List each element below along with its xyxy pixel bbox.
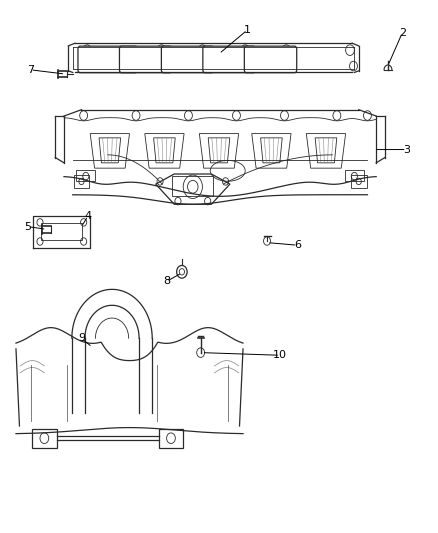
FancyBboxPatch shape: [78, 46, 138, 72]
FancyBboxPatch shape: [203, 46, 255, 72]
Bar: [345, 169, 364, 181]
Text: 3: 3: [403, 144, 410, 155]
Text: 7: 7: [27, 65, 34, 75]
Bar: [351, 175, 367, 188]
Bar: [74, 175, 89, 188]
Bar: [159, 429, 183, 448]
FancyBboxPatch shape: [161, 46, 214, 72]
Text: 5: 5: [24, 222, 31, 232]
Text: 1: 1: [244, 25, 251, 35]
Text: 6: 6: [294, 240, 301, 250]
Bar: [32, 429, 57, 448]
Bar: [41, 223, 82, 240]
Text: 10: 10: [273, 350, 287, 360]
Text: 4: 4: [85, 211, 92, 221]
FancyBboxPatch shape: [120, 46, 172, 72]
Bar: [173, 176, 213, 196]
Bar: [76, 169, 95, 181]
FancyBboxPatch shape: [244, 46, 297, 72]
Text: 2: 2: [399, 28, 406, 38]
Text: 9: 9: [78, 333, 85, 343]
Text: 8: 8: [163, 277, 170, 286]
